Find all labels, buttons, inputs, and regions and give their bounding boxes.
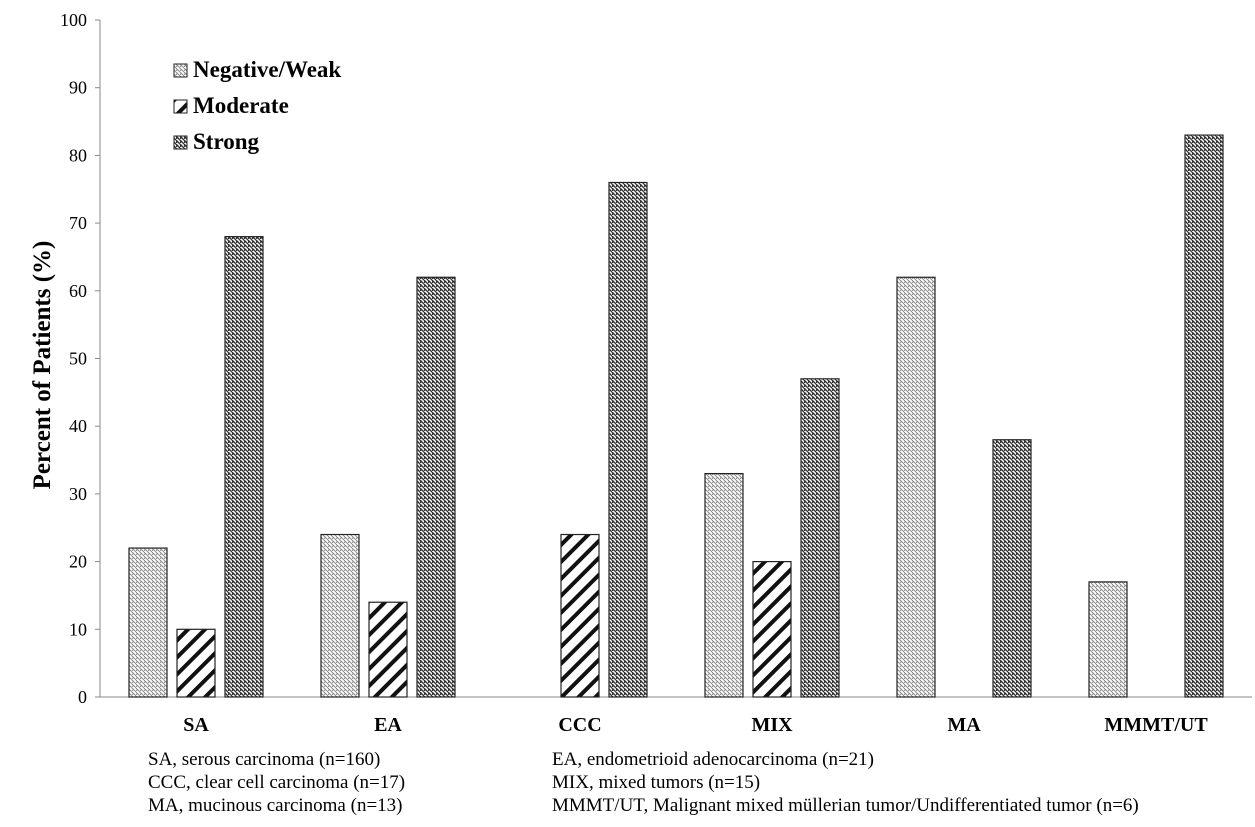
legend-swatch: [173, 99, 188, 114]
x-tick-label: CCC: [558, 714, 601, 736]
y-tick-label: 20: [69, 552, 87, 572]
y-tick-label: 100: [60, 10, 87, 30]
bars: [128, 134, 1224, 698]
y-tick-label: 0: [78, 687, 87, 707]
legend-label: Negative/Weak: [193, 57, 341, 82]
legend-label: Strong: [193, 129, 260, 154]
bar-sa-strong: [224, 236, 264, 698]
bar-mmmt-ut-negative-weak: [1088, 581, 1128, 698]
y-tick-label: 10: [69, 619, 87, 639]
bar-ea-moderate: [368, 601, 408, 698]
bar-ccc-strong: [608, 181, 648, 698]
footnote-mix: MIX, mixed tumors (n=15): [552, 772, 761, 793]
legend: Negative/Weak Moderate Strong: [173, 57, 341, 154]
y-tick-label: 30: [69, 484, 87, 504]
footnote-mmmt: MMMT/UT, Malignant mixed müllerian tumor…: [552, 795, 1139, 816]
y-tick-label: 70: [69, 213, 87, 233]
footnote-ccc: CCC, clear cell carcinoma (n=17): [148, 772, 406, 793]
bar-chart: SA EA CCC MIX MA MMMT/UT 0 10 20 30 40 50 60 70 80 90 1…: [29, 10, 1252, 736]
bar-mmmt-ut-strong: [1184, 134, 1224, 698]
legend-swatch: [173, 135, 188, 150]
y-tick-label: 50: [69, 349, 87, 369]
bar-mix-strong: [800, 378, 840, 698]
bar-ea-negative-weak: [320, 533, 360, 698]
bar-sa-negative-weak: [128, 547, 168, 698]
x-tick-label: SA: [183, 714, 209, 736]
x-tick-label: MIX: [751, 714, 793, 736]
bar-ea-strong: [416, 276, 456, 698]
footnote-sa: SA, serous carcinoma (n=160): [148, 749, 381, 770]
y-tick-labels: 0 10 20 30 40 50 60 70 80 90 100: [60, 10, 100, 707]
legend-label: Moderate: [193, 93, 289, 118]
footnote-ma: MA, mucinous carcinoma (n=13): [148, 795, 403, 816]
bar-ccc-moderate: [560, 533, 600, 698]
footnotes: SA, serous carcinoma (n=160) EA, endomet…: [0, 742, 1255, 827]
bar-mix-moderate: [752, 560, 792, 698]
x-tick-label: EA: [374, 714, 402, 736]
x-tick-labels: SA EA CCC MIX MA MMMT/UT: [183, 714, 1208, 736]
y-axis-label: Percent of Patients (%): [29, 241, 56, 490]
axes: [99, 20, 1252, 698]
y-tick-label: 40: [69, 416, 87, 436]
bar-ma-negative-weak: [896, 276, 936, 698]
x-tick-label: MA: [947, 714, 981, 736]
bar-ma-strong: [992, 439, 1032, 698]
legend-swatch: [173, 63, 188, 78]
x-tick-label: MMMT/UT: [1104, 714, 1208, 736]
y-tick-label: 80: [69, 145, 87, 165]
bar-sa-moderate: [176, 628, 216, 698]
footnote-ea: EA, endometrioid adenocarcinoma (n=21): [552, 749, 874, 770]
y-tick-label: 60: [69, 281, 87, 301]
y-tick-label: 90: [69, 78, 87, 98]
bar-mix-negative-weak: [704, 472, 744, 698]
